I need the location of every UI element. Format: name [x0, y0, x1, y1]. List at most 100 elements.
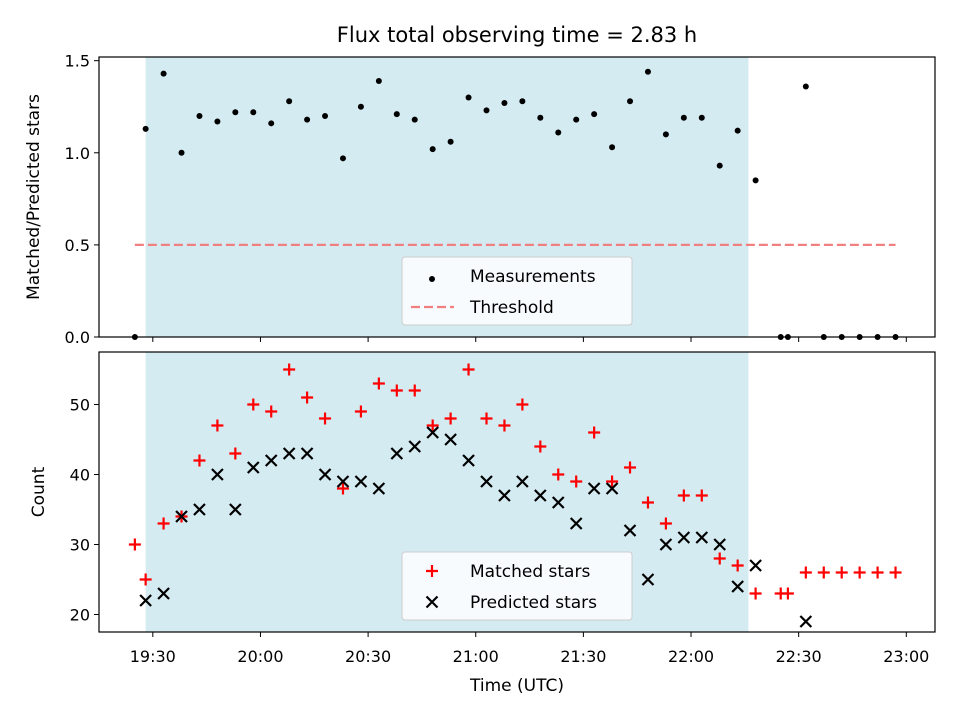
predicted-stars-point	[480, 475, 493, 488]
matched-stars-point	[354, 405, 367, 418]
ratio-panel: 0.0 0.5 1.0 1.5 Measurements Threshold	[65, 52, 936, 347]
measurements-point	[196, 112, 203, 119]
predicted-stars-point	[444, 433, 457, 446]
predicted-stars-point	[426, 426, 439, 439]
matched-stars-point	[853, 566, 866, 579]
matched-stars-point	[552, 468, 565, 481]
predicted-stars-point	[462, 454, 475, 467]
predicted-stars-point	[605, 482, 619, 495]
measurements-point	[501, 100, 508, 107]
predicted-stars-point	[799, 615, 813, 628]
x-tick-label: 23:00	[883, 647, 929, 666]
predicted-stars-point	[713, 538, 726, 551]
matched-stars-point	[336, 482, 349, 495]
predicted-stars-point	[139, 594, 152, 607]
matched-stars-point	[283, 363, 296, 376]
predicted-stars-point	[390, 447, 404, 460]
x-tick-label: 20:00	[237, 647, 283, 666]
predicted-stars-point	[659, 538, 673, 551]
matched-stars-point	[426, 419, 439, 432]
axes-frame	[98, 351, 936, 633]
predicted-stars-point	[193, 503, 206, 516]
matched-stars-point	[749, 587, 762, 600]
predicted-stars-point	[641, 573, 655, 586]
matched-stars-point	[570, 475, 583, 488]
measurements-point	[662, 131, 669, 138]
y-tick-label: 0.0	[65, 328, 90, 347]
matched-stars-point	[695, 489, 708, 502]
axes-frame	[98, 56, 936, 338]
legend-predicted-stars-label: Predicted stars	[470, 593, 597, 613]
y-tick-label: 30	[70, 536, 90, 555]
matched-stars-point	[871, 566, 884, 579]
measurements-point	[573, 116, 580, 123]
measurements-point	[627, 98, 634, 105]
matched-stars-point	[606, 475, 619, 488]
matched-stars-point	[781, 587, 794, 600]
legend-threshold-label: Threshold	[469, 298, 554, 318]
measurements-point	[716, 162, 723, 169]
measurements-point	[609, 144, 616, 151]
measurements-point	[591, 111, 598, 118]
measurements-point	[519, 98, 526, 105]
y-tick-label: 20	[70, 606, 90, 625]
legend-predicted-stars-swatch	[425, 595, 439, 609]
matched-stars-point	[211, 419, 224, 432]
x-tick-label: 20:30	[345, 647, 391, 666]
matched-stars-point	[731, 559, 744, 572]
matched-stars-point	[444, 412, 457, 425]
measurements-point	[698, 114, 705, 121]
matched-stars-point	[677, 489, 690, 502]
measurements-point	[802, 83, 809, 90]
measurements-point	[429, 146, 436, 153]
predicted-stars-point	[211, 468, 224, 481]
measurements-point	[178, 149, 185, 156]
matched-stars-point	[319, 412, 332, 425]
measurements-point	[214, 118, 221, 125]
predicted-stars-point	[354, 475, 368, 488]
measurements-point	[286, 98, 293, 105]
legend-matched-stars-swatch	[426, 565, 438, 577]
predicted-stars-point	[157, 587, 170, 600]
measurements-point	[232, 109, 239, 116]
measurements-point	[644, 68, 651, 75]
matched-stars-point	[301, 391, 314, 404]
predicted-stars-point	[623, 524, 637, 537]
predicted-stars-point	[695, 531, 709, 544]
y-tick-label: 1.0	[65, 144, 90, 163]
measurements-point	[555, 129, 562, 136]
predicted-stars-point	[318, 468, 332, 481]
matched-stars-point	[641, 496, 654, 509]
y-tick-label: 1.5	[65, 52, 90, 71]
count-panel: 20 30 40 50 19:30 20:00 20:30 21:00 21:30 22:00 22…	[70, 351, 936, 666]
matched-stars-point	[659, 517, 672, 530]
measurements-point	[734, 127, 741, 134]
legend-matched-stars-label: Matched stars	[470, 562, 590, 582]
matched-stars-point	[480, 412, 493, 425]
measurements-point	[465, 94, 472, 101]
measurements-point	[375, 77, 382, 84]
predicted-stars-point	[372, 482, 386, 495]
matched-stars-point	[139, 573, 152, 586]
legend-measurements-swatch	[429, 276, 435, 282]
x-axis-label: Time (UTC)	[469, 676, 564, 696]
predicted-stars-point	[229, 503, 242, 516]
measurements-point	[680, 114, 687, 121]
predicted-stars-point	[408, 440, 422, 453]
matched-stars-point	[128, 538, 141, 551]
predicted-stars-point	[336, 475, 350, 488]
predicted-stars-point	[516, 475, 529, 488]
matched-stars-point	[462, 363, 475, 376]
legend	[401, 256, 633, 326]
predicted-stars-point	[587, 482, 601, 495]
matched-stars-point	[193, 454, 206, 467]
matched-stars-point	[372, 377, 385, 390]
measurements-point	[537, 114, 544, 121]
matched-stars-point	[516, 398, 529, 411]
measurements-point	[393, 111, 400, 118]
matched-stars-point	[624, 461, 637, 474]
y-tick-label: 50	[70, 396, 90, 415]
predicted-stars-point	[300, 447, 314, 460]
measurements-point	[250, 109, 257, 116]
y-tick-label: 0.5	[65, 236, 90, 255]
